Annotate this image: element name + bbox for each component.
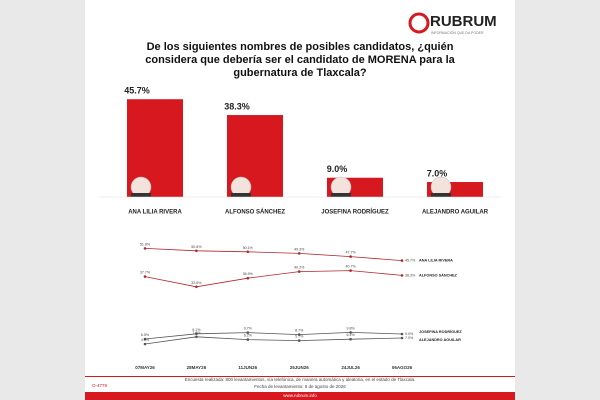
value-label: 38.3% xyxy=(224,101,250,111)
point-label: 6.4% xyxy=(346,333,355,337)
category-label: ALFONSO SÁNCHEZ xyxy=(225,209,285,216)
category-label: JOSEFINA RODRÍGUEZ xyxy=(321,208,389,216)
x-tick-label: 28MAY26 xyxy=(187,365,207,370)
x-tick-label: 25JUN26 xyxy=(290,365,310,370)
footer-code: O-4779 xyxy=(92,383,108,388)
point xyxy=(246,250,250,254)
category-label: ALEJANDRO AGUILAR xyxy=(422,210,489,216)
point-label: 49.3% xyxy=(294,247,305,251)
point-label: 9.7% xyxy=(244,327,253,331)
legend-label: JOSEFINA RODRÍGUEZ xyxy=(419,329,462,334)
point xyxy=(246,276,250,280)
legend-label: ANA LILIA RIVERA xyxy=(419,259,453,263)
point-label: 7.0% xyxy=(405,336,414,340)
point xyxy=(143,275,147,278)
point-label: 9.0% xyxy=(405,332,414,336)
x-tick-label: 11JUN26 xyxy=(238,365,257,370)
x-tick-label: 07MAY26 xyxy=(135,365,155,370)
point-label: 6.2% xyxy=(244,334,253,338)
point-label: 40.7% xyxy=(345,265,356,269)
point xyxy=(349,331,352,334)
point-label: 7.6% xyxy=(192,331,201,335)
footer-web: www.rubrum.info xyxy=(283,393,317,398)
card xyxy=(85,0,515,400)
value-label: 9.0% xyxy=(327,164,348,174)
point xyxy=(246,338,250,341)
legend-label: ALEJANDRO AGUILAR xyxy=(419,338,461,342)
footer-bar xyxy=(85,392,515,400)
point-label: 51.8% xyxy=(140,242,151,246)
point-label: 50.6% xyxy=(191,245,202,249)
candidate-body xyxy=(431,193,451,197)
footer-date: Fecha de levantamiento: 6 de agosto de 2… xyxy=(254,384,346,389)
point xyxy=(195,335,198,339)
point-label: 6.5% xyxy=(141,333,150,337)
point xyxy=(143,337,147,341)
point xyxy=(195,332,198,336)
point-label: 47.7% xyxy=(345,251,356,255)
point xyxy=(400,336,404,340)
candidate-body xyxy=(131,193,151,197)
point-label: 40.2% xyxy=(294,266,305,270)
point xyxy=(143,342,147,346)
point-label: 9.1% xyxy=(192,328,201,332)
point xyxy=(349,337,352,341)
value-label: 7.0% xyxy=(427,168,448,178)
point-label: 36.9% xyxy=(243,272,254,276)
category-label: ANA LILIA RIVERA xyxy=(128,210,182,216)
point xyxy=(297,339,301,342)
series-line xyxy=(144,270,403,288)
logo-tagline: INFORMACIÓN QUE DA PODER xyxy=(431,30,484,35)
point-label: 5.7% xyxy=(295,335,304,339)
logo-icon xyxy=(408,12,430,34)
point xyxy=(297,252,301,255)
point-label: 38.3% xyxy=(405,273,416,277)
point xyxy=(246,331,250,334)
series-line xyxy=(144,248,403,261)
logo: RUBRUM xyxy=(430,13,497,30)
point xyxy=(195,285,198,289)
x-tick-label: 06AGO26 xyxy=(392,365,413,370)
candidate-body xyxy=(331,193,351,197)
point-label: 37.7% xyxy=(140,271,151,275)
value-label: 45.7% xyxy=(124,86,150,96)
point xyxy=(195,249,198,253)
candidate-body xyxy=(231,193,251,197)
point xyxy=(349,269,352,272)
point xyxy=(297,270,301,273)
point-label: 4.0% xyxy=(141,338,150,342)
point xyxy=(400,259,404,262)
point-label: 32.6% xyxy=(191,281,202,285)
footer-rule xyxy=(85,376,515,377)
point xyxy=(400,274,404,277)
x-tick-label: 24JUL26 xyxy=(341,365,360,370)
point xyxy=(349,255,352,258)
point-label: 9.8% xyxy=(346,326,355,330)
footer-method: Encuesta realizada: 800 levantamientos, … xyxy=(185,377,416,382)
point xyxy=(143,247,147,250)
point-label: 8.7% xyxy=(295,329,304,333)
point-label: 45.7% xyxy=(405,259,416,263)
legend-label: ALFONSO SÁNCHEZ xyxy=(419,272,458,277)
series-line xyxy=(144,331,403,340)
point xyxy=(297,333,301,336)
chart-title: De los siguientes nombres de posibles ca… xyxy=(145,41,455,79)
point xyxy=(400,332,404,336)
point-label: 50.1% xyxy=(243,246,254,250)
series-line xyxy=(144,336,403,345)
